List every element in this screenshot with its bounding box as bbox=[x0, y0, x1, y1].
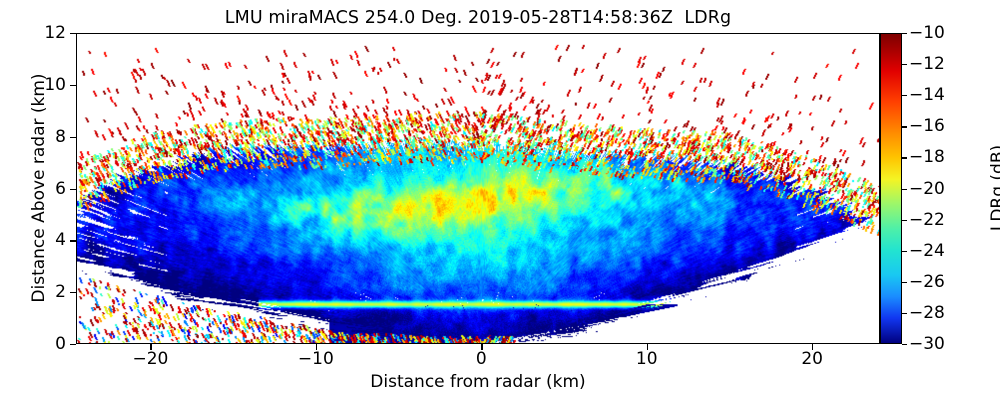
x-tick-label: −10 bbox=[297, 349, 334, 369]
colorbar-tick bbox=[902, 344, 907, 346]
colorbar-tick-label: −30 bbox=[909, 334, 945, 354]
x-tick-label: 20 bbox=[801, 349, 823, 369]
y-tick bbox=[70, 84, 76, 87]
colorbar-tick-label: −10 bbox=[909, 23, 945, 43]
colorbar-tick-label: −12 bbox=[909, 54, 945, 75]
y-tick bbox=[70, 136, 76, 138]
colorbar-tick bbox=[902, 250, 907, 252]
colorbar-tick bbox=[902, 281, 907, 284]
x-tick bbox=[481, 344, 483, 350]
y-axis-label: Distance Above radar (km) bbox=[29, 73, 49, 303]
colorbar-tick bbox=[902, 33, 907, 35]
x-tick bbox=[646, 344, 649, 350]
y-tick bbox=[70, 33, 76, 35]
colorbar-tick-label: −28 bbox=[909, 302, 945, 323]
x-tick bbox=[150, 344, 152, 350]
colorbar-tick bbox=[902, 188, 907, 190]
colorbar-tick-label: −14 bbox=[909, 85, 945, 106]
colorbar-tick-label: −26 bbox=[909, 271, 945, 292]
y-tick bbox=[70, 240, 76, 242]
y-tick-label: 4 bbox=[55, 230, 66, 251]
colorbar-tick bbox=[902, 312, 907, 315]
x-tick-label: 10 bbox=[635, 349, 658, 369]
y-tick-label: 8 bbox=[55, 126, 66, 147]
colorbar-tick-label: −18 bbox=[909, 147, 945, 168]
plot-area bbox=[76, 33, 880, 344]
colorbar-tick-label: −24 bbox=[909, 240, 945, 261]
page-title: LMU miraMACS 254.0 Deg. 2019-05-28T14:58… bbox=[224, 8, 732, 28]
y-tick-label: 6 bbox=[55, 178, 66, 199]
y-tick bbox=[70, 292, 76, 294]
colorbar-tick bbox=[902, 95, 907, 97]
colorbar-tick-label: −20 bbox=[909, 178, 945, 199]
x-tick bbox=[812, 344, 814, 350]
y-tick-label: 2 bbox=[55, 282, 66, 303]
y-tick-label: 10 bbox=[44, 74, 66, 95]
y-tick bbox=[70, 344, 76, 346]
radar-data-canvas bbox=[77, 34, 879, 343]
colorbar bbox=[880, 33, 902, 344]
y-tick-label: 0 bbox=[55, 334, 66, 354]
colorbar-tick bbox=[902, 219, 907, 221]
colorbar-tick-label: −16 bbox=[909, 116, 945, 137]
y-tick bbox=[70, 188, 76, 190]
x-tick bbox=[315, 344, 318, 350]
x-axis-label: Distance from radar (km) bbox=[370, 372, 586, 392]
colorbar-tick bbox=[902, 157, 907, 159]
x-tick-label: 0 bbox=[475, 349, 487, 369]
colorbar-gradient bbox=[881, 34, 901, 343]
x-tick-label: −20 bbox=[132, 349, 169, 369]
colorbar-tick bbox=[902, 126, 907, 128]
y-tick-label: 12 bbox=[44, 23, 66, 43]
colorbar-tick bbox=[902, 64, 907, 66]
colorbar-tick-label: −22 bbox=[909, 209, 945, 230]
colorbar-label: LDRg (dB) bbox=[988, 144, 1000, 232]
